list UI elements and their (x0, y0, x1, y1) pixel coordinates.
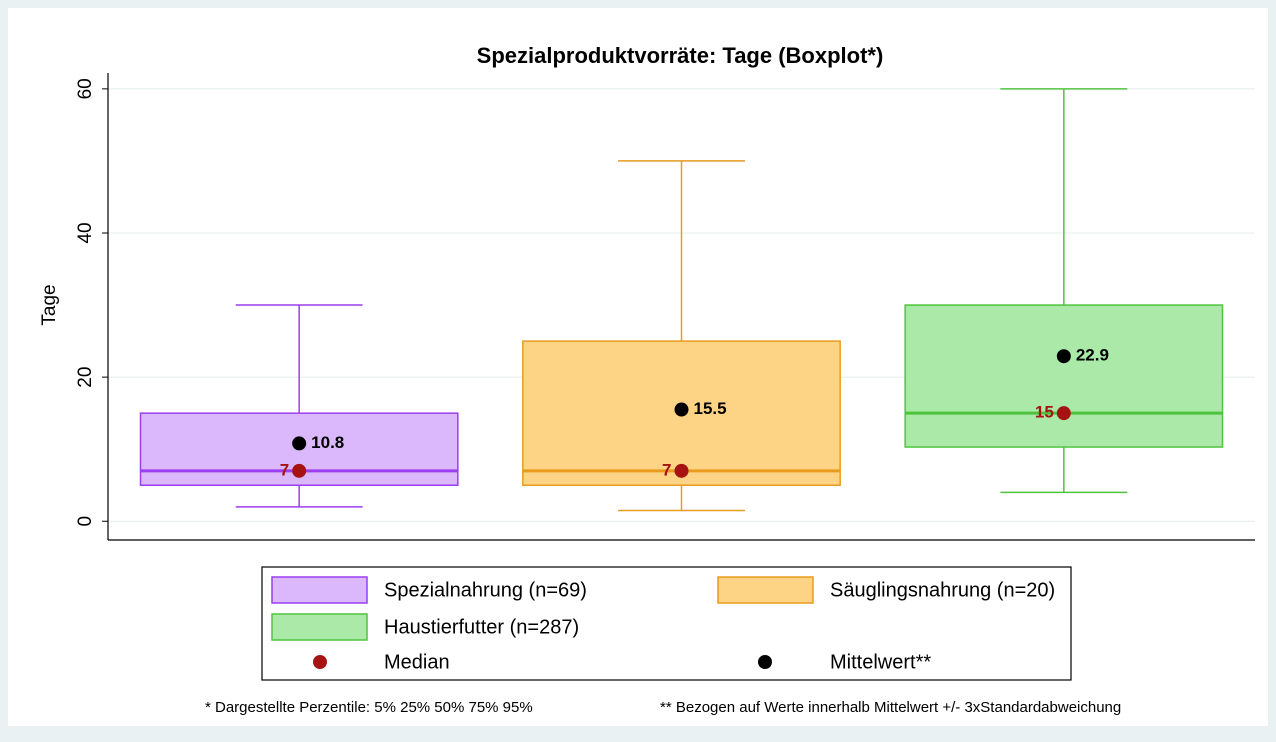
y-tick-label: 40 (75, 222, 96, 243)
chart-title: Spezialproduktvorräte: Tage (Boxplot*) (477, 43, 884, 68)
mean-dot (1056, 349, 1071, 364)
y-tick-label: 60 (75, 78, 96, 99)
footnote: * Dargestellte Perzentile: 5% 25% 50% 75… (205, 699, 533, 716)
median-dot (1056, 406, 1071, 421)
mean-label: 10.8 (311, 433, 344, 452)
legend-label: Mittelwert** (830, 651, 931, 673)
legend-label: Haustierfutter (n=287) (384, 616, 579, 638)
legend-swatch (271, 576, 368, 604)
footnote: ** Bezogen auf Werte innerhalb Mittelwer… (660, 699, 1121, 716)
legend-box (261, 566, 1072, 681)
y-axis-label: Tage (39, 284, 60, 325)
legend-swatch (717, 576, 814, 604)
median-label: 7 (662, 460, 671, 479)
median-label: 15 (1035, 403, 1054, 422)
y-tick-label: 0 (75, 516, 96, 527)
y-tick-label: 20 (75, 367, 96, 388)
median-dot (674, 463, 689, 478)
median-dot (292, 463, 307, 478)
mean-label: 22.9 (1076, 346, 1109, 365)
legend-label: Säuglingsnahrung (n=20) (830, 579, 1055, 601)
mean-dot (292, 436, 307, 451)
legend-label: Spezialnahrung (n=69) (384, 579, 587, 601)
legend-label: Median (384, 651, 450, 673)
median-label: 7 (280, 460, 289, 479)
legend-mean-dot (758, 655, 772, 669)
mean-dot (674, 402, 689, 417)
mean-label: 15.5 (694, 399, 727, 418)
legend-median-dot (313, 655, 327, 669)
legend-swatch (271, 613, 368, 641)
box (904, 304, 1224, 448)
